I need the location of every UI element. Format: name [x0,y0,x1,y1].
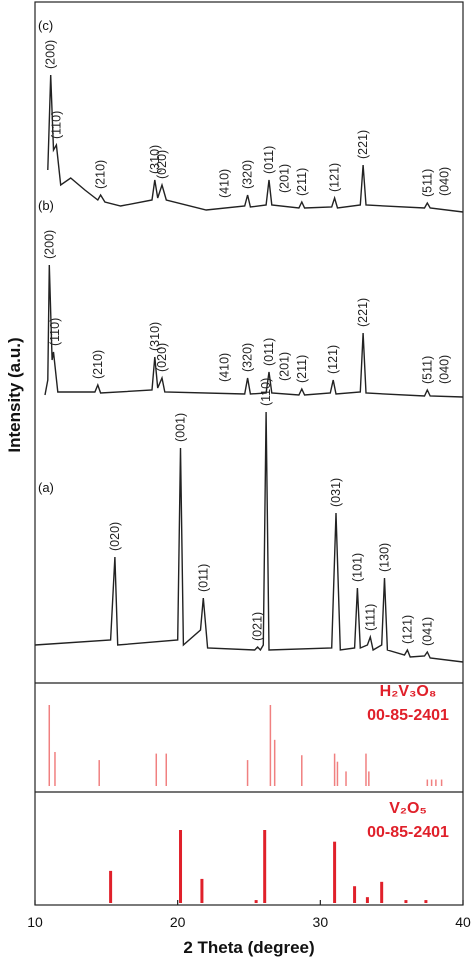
x-tick-label: 30 [313,914,329,930]
peak-label: (031) [329,478,343,507]
peak-label: (110) [49,111,63,139]
peak-label: (040) [437,167,451,196]
peak-label: (201) [278,352,292,381]
reference-code: 00-85-2401 [367,707,449,724]
peak-label: (121) [400,615,414,644]
peak-label: (511) [420,356,434,384]
peak-label: (310) [148,145,162,174]
plot-frame [34,1,464,906]
peak-label: (121) [328,163,342,192]
peak-label: (211) [295,168,309,196]
peak-label: (011) [196,564,210,592]
series-label: (a) [38,480,54,495]
peak-label: (020) [155,150,169,179]
peak-label: (410) [218,353,232,382]
reference-name: V₂O₅ [389,800,427,817]
peak-label: (320) [241,343,255,372]
peak-label: (221) [356,298,370,327]
reference-name: H₂V₃O₈ [380,683,437,700]
peak-label: (310) [148,322,162,351]
peak-label: (210) [94,160,108,189]
x-tick-label: 10 [27,914,43,930]
peak-label: (011) [262,338,276,366]
y-axis-label: Intensity (a.u.) [5,337,24,452]
peak-label: (121) [326,345,340,374]
xrd-pattern [34,411,464,663]
peak-label: (040) [437,355,451,384]
peak-label: (110) [48,318,62,346]
peak-label: (020) [155,343,169,372]
x-tick-label: 20 [170,914,186,930]
xrd-pattern [47,74,464,213]
peak-label: (511) [420,169,434,197]
peak-label: (101) [350,553,364,582]
peak-label: (211) [295,355,309,383]
peak-label: (201) [278,164,292,193]
peak-label: (210) [91,350,105,379]
reference-code: 00-85-2401 [367,824,449,841]
peak-label: (200) [44,40,58,69]
peak-label: (130) [378,543,392,572]
peak-label: (011) [262,146,276,174]
peak-label: (320) [241,160,255,189]
peak-label: (021) [251,612,265,641]
peak-label: (041) [420,617,434,646]
x-axis-label: 2 Theta (degree) [183,938,314,957]
peak-label: (001) [174,413,188,442]
series-label: (c) [38,18,53,33]
peak-label: (020) [108,522,122,551]
peak-label: (221) [356,130,370,159]
x-tick-label: 40 [455,914,471,930]
peak-label: (111) [363,604,377,631]
xrd-pattern [44,264,464,398]
series-label: (b) [38,198,54,213]
peak-label: (200) [42,230,56,259]
peak-label: (110) [259,378,273,406]
peak-label: (410) [218,169,232,198]
